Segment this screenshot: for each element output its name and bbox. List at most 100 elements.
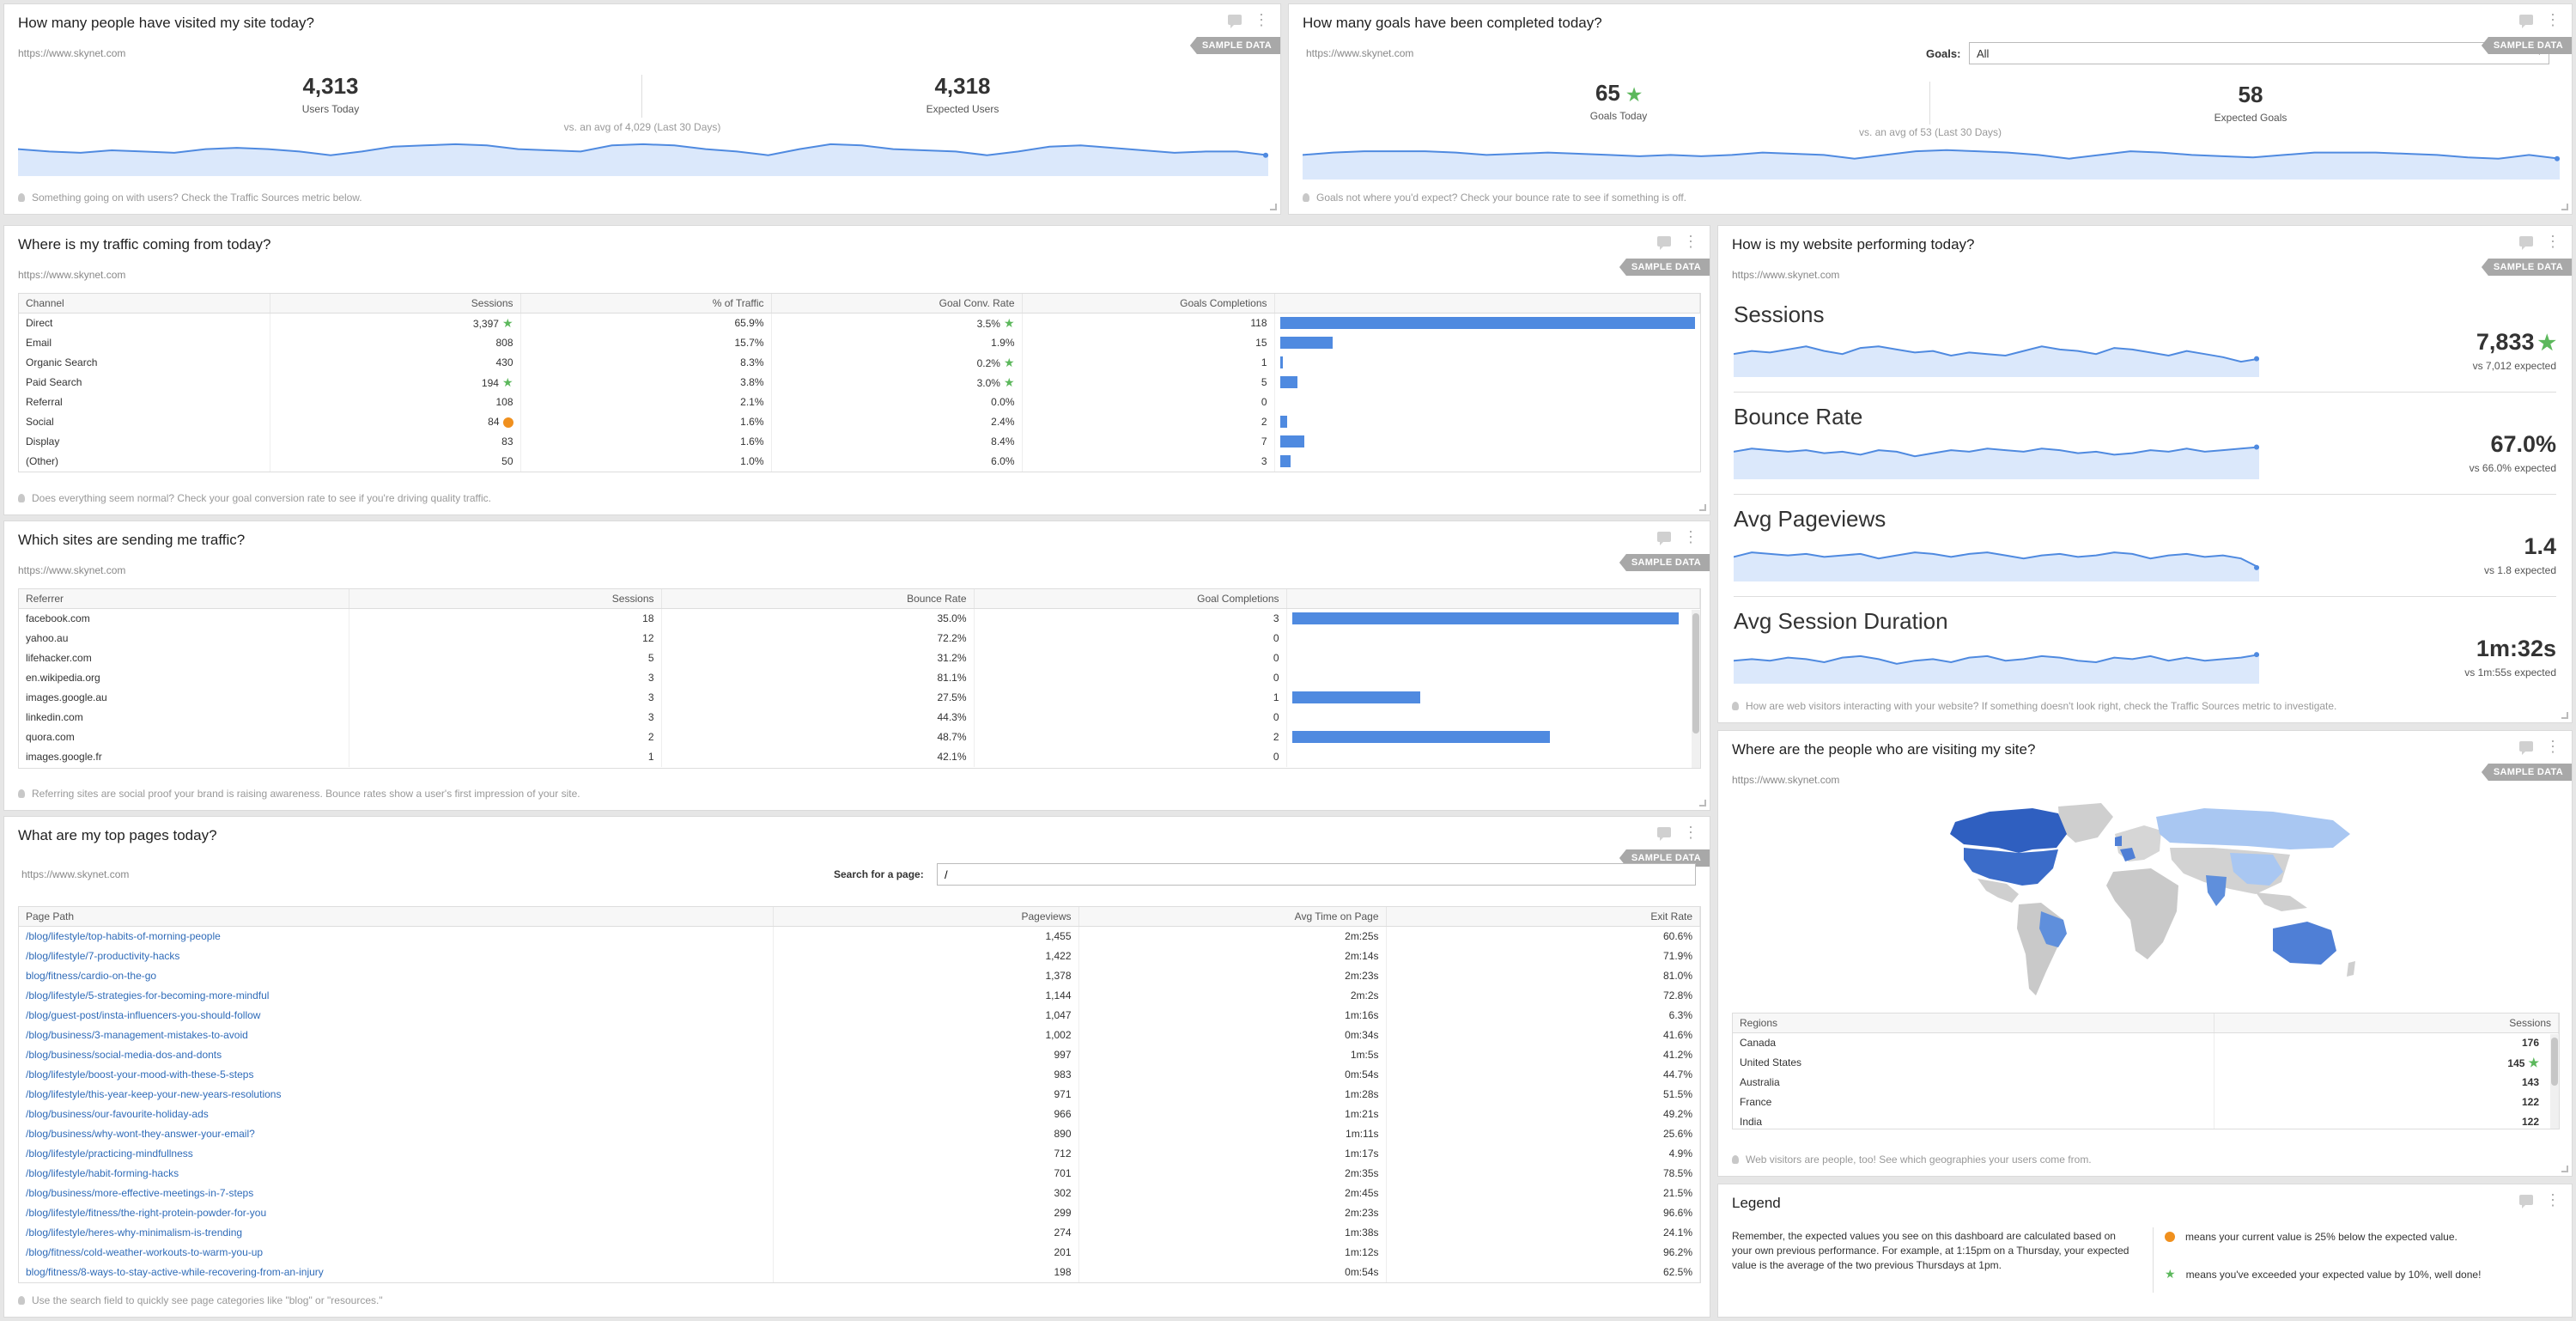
comment-icon[interactable] xyxy=(2519,1195,2533,1208)
resize-handle-icon[interactable] xyxy=(1699,504,1706,511)
page-path-link[interactable]: blog/fitness/8-ways-to-stay-active-while… xyxy=(26,1266,324,1278)
table-row[interactable]: /blog/lifestyle/habit-forming-hacks 701 2m… xyxy=(19,1163,1700,1184)
more-icon[interactable]: ⋮ xyxy=(2545,738,2561,755)
metric-block[interactable]: Avg Session Duration 1m:32s vs 1m:55s expe… xyxy=(1734,598,2556,699)
country-united-states[interactable] xyxy=(1964,848,2058,886)
more-icon[interactable]: ⋮ xyxy=(2545,11,2561,28)
table-row[interactable]: Direct 3,397 ★ 65.9% 3.5% ★ 118 xyxy=(19,313,1700,333)
table-row[interactable]: /blog/lifestyle/practicing-mindfullness 7… xyxy=(19,1143,1700,1164)
column-header[interactable]: Channel xyxy=(19,294,270,314)
southeast-asia[interactable] xyxy=(2256,892,2307,911)
table-row[interactable]: India 122 xyxy=(1733,1111,2559,1129)
comment-icon[interactable] xyxy=(2519,15,2533,28)
table-row[interactable]: /blog/guest-post/insta-influencers-you-s… xyxy=(19,1005,1700,1026)
page-path-link[interactable]: /blog/business/why-wont-they-answer-your… xyxy=(26,1128,255,1140)
page-path-link[interactable]: /blog/business/our-favourite-holiday-ads xyxy=(26,1108,209,1120)
country-mexico[interactable] xyxy=(1978,879,2019,903)
column-header[interactable]: Referrer xyxy=(19,589,349,609)
country-russia[interactable] xyxy=(2156,808,2350,849)
comment-icon[interactable] xyxy=(1657,532,1671,545)
table-row[interactable]: /blog/business/our-favourite-holiday-ads… xyxy=(19,1104,1700,1124)
page-search-input[interactable] xyxy=(937,863,1696,886)
greenland[interactable] xyxy=(2058,803,2113,843)
africa[interactable] xyxy=(2106,868,2178,959)
resize-handle-icon[interactable] xyxy=(1270,204,1277,210)
column-header[interactable]: Regions xyxy=(1733,1014,2215,1033)
more-icon[interactable]: ⋮ xyxy=(1683,233,1698,250)
table-row[interactable]: quora.com 2 48.7% 2 xyxy=(19,727,1700,747)
comment-icon[interactable] xyxy=(2519,741,2533,755)
country-brazil[interactable] xyxy=(2039,911,2067,947)
table-row[interactable]: linkedin.com 3 44.3% 0 xyxy=(19,707,1700,727)
more-icon[interactable]: ⋮ xyxy=(2545,233,2561,250)
column-header[interactable]: Pageviews xyxy=(773,907,1079,927)
table-row[interactable]: Email 808 15.7% 1.9% 15 xyxy=(19,332,1700,353)
country-uk[interactable] xyxy=(2115,836,2122,846)
page-path-link[interactable]: /blog/business/social-media-dos-and-dont… xyxy=(26,1049,222,1061)
table-row[interactable]: /blog/lifestyle/boost-your-mood-with-the… xyxy=(19,1064,1700,1085)
scrollbar-thumb[interactable] xyxy=(2551,1038,2558,1086)
europe[interactable] xyxy=(2115,825,2161,861)
more-icon[interactable]: ⋮ xyxy=(1683,528,1698,545)
new-zealand[interactable] xyxy=(2347,961,2355,977)
page-path-link[interactable]: /blog/lifestyle/7-productivity-hacks xyxy=(26,950,180,962)
page-path-link[interactable]: /blog/lifestyle/this-year-keep-your-new-… xyxy=(26,1088,282,1100)
page-path-link[interactable]: blog/fitness/cardio-on-the-go xyxy=(26,970,157,982)
column-header[interactable]: Sessions xyxy=(270,294,521,314)
table-row[interactable]: Australia 143 xyxy=(1733,1072,2559,1093)
table-row[interactable]: /blog/lifestyle/5-strategies-for-becomin… xyxy=(19,985,1700,1006)
table-row[interactable]: /blog/business/3-management-mistakes-to-… xyxy=(19,1025,1700,1045)
table-row[interactable]: France 122 xyxy=(1733,1092,2559,1112)
metric-block[interactable]: Sessions 7,833 ★ vs 7,012 expected xyxy=(1734,291,2556,393)
table-row[interactable]: Display 83 1.6% 8.4% 7 xyxy=(19,431,1700,452)
table-row[interactable]: blog/fitness/8-ways-to-stay-active-while… xyxy=(19,1262,1700,1282)
comment-icon[interactable] xyxy=(1228,15,1242,28)
table-row[interactable]: images.google.au 3 27.5% 1 xyxy=(19,687,1700,708)
country-canada[interactable] xyxy=(1950,808,2067,853)
page-path-link[interactable]: /blog/guest-post/insta-influencers-you-s… xyxy=(26,1009,261,1021)
table-row[interactable]: /blog/lifestyle/this-year-keep-your-new-… xyxy=(19,1084,1700,1105)
table-row[interactable]: /blog/lifestyle/heres-why-minimalism-is-… xyxy=(19,1222,1700,1243)
page-path-link[interactable]: /blog/business/3-management-mistakes-to-… xyxy=(26,1029,248,1041)
column-header[interactable]: % of Traffic xyxy=(520,294,772,314)
country-france[interactable] xyxy=(2120,848,2136,861)
scrollbar[interactable] xyxy=(2550,1034,2559,1129)
resize-handle-icon[interactable] xyxy=(2561,204,2568,210)
country-china[interactable] xyxy=(2230,853,2283,886)
country-australia[interactable] xyxy=(2273,922,2336,965)
table-row[interactable]: /blog/lifestyle/7-productivity-hacks 1,42… xyxy=(19,946,1700,966)
table-row[interactable]: en.wikipedia.org 3 81.1% 0 xyxy=(19,667,1700,688)
south-america[interactable] xyxy=(2017,903,2063,995)
page-path-link[interactable]: /blog/lifestyle/heres-why-minimalism-is-… xyxy=(26,1227,243,1239)
comment-icon[interactable] xyxy=(1657,827,1671,841)
table-row[interactable]: Paid Search 194 ★ 3.8% 3.0% ★ 5 xyxy=(19,372,1700,393)
metric-block[interactable]: Avg Pageviews 1.4 vs 1.8 expected xyxy=(1734,496,2556,597)
more-icon[interactable]: ⋮ xyxy=(2545,1191,2561,1208)
resize-handle-icon[interactable] xyxy=(2561,1166,2568,1172)
table-row[interactable]: Organic Search 430 8.3% 0.2% ★ 1 xyxy=(19,352,1700,373)
page-path-link[interactable]: /blog/lifestyle/fitness/the-right-protei… xyxy=(26,1207,267,1219)
table-row[interactable]: /blog/lifestyle/top-habits-of-morning-pe… xyxy=(19,926,1700,947)
page-path-link[interactable]: /blog/lifestyle/top-habits-of-morning-pe… xyxy=(26,930,221,943)
page-path-link[interactable]: /blog/fitness/cold-weather-workouts-to-w… xyxy=(26,1246,264,1258)
table-row[interactable]: blog/fitness/cardio-on-the-go 1,378 2m:23s… xyxy=(19,965,1700,986)
table-row[interactable]: images.google.fr 1 42.1% 0 xyxy=(19,746,1700,767)
goals-filter-select[interactable]: All ▾ xyxy=(1969,42,2549,64)
page-path-link[interactable]: /blog/lifestyle/5-strategies-for-becomin… xyxy=(26,989,270,1001)
scrollbar-thumb[interactable] xyxy=(1692,613,1699,734)
page-path-link[interactable]: /blog/lifestyle/practicing-mindfullness xyxy=(26,1148,193,1160)
table-row[interactable]: /blog/fitness/cold-weather-workouts-to-w… xyxy=(19,1242,1700,1263)
comment-icon[interactable] xyxy=(1657,236,1671,250)
resize-handle-icon[interactable] xyxy=(2561,712,2568,719)
column-header[interactable]: Exit Rate xyxy=(1386,907,1700,927)
scrollbar[interactable] xyxy=(1692,610,1700,768)
table-row[interactable]: /blog/lifestyle/fitness/the-right-protei… xyxy=(19,1202,1700,1223)
column-header[interactable]: Goals Completions xyxy=(1022,294,1275,314)
table-row[interactable]: Canada 176 xyxy=(1733,1032,2559,1053)
table-row[interactable]: United States 145 ★ xyxy=(1733,1052,2559,1073)
table-row[interactable]: /blog/business/more-effective-meetings-i… xyxy=(19,1183,1700,1203)
column-header[interactable]: Page Path xyxy=(19,907,774,927)
resize-handle-icon[interactable] xyxy=(1699,800,1706,807)
column-header[interactable]: Sessions xyxy=(2214,1014,2559,1033)
table-row[interactable]: Referral 108 2.1% 0.0% 0 xyxy=(19,392,1700,412)
